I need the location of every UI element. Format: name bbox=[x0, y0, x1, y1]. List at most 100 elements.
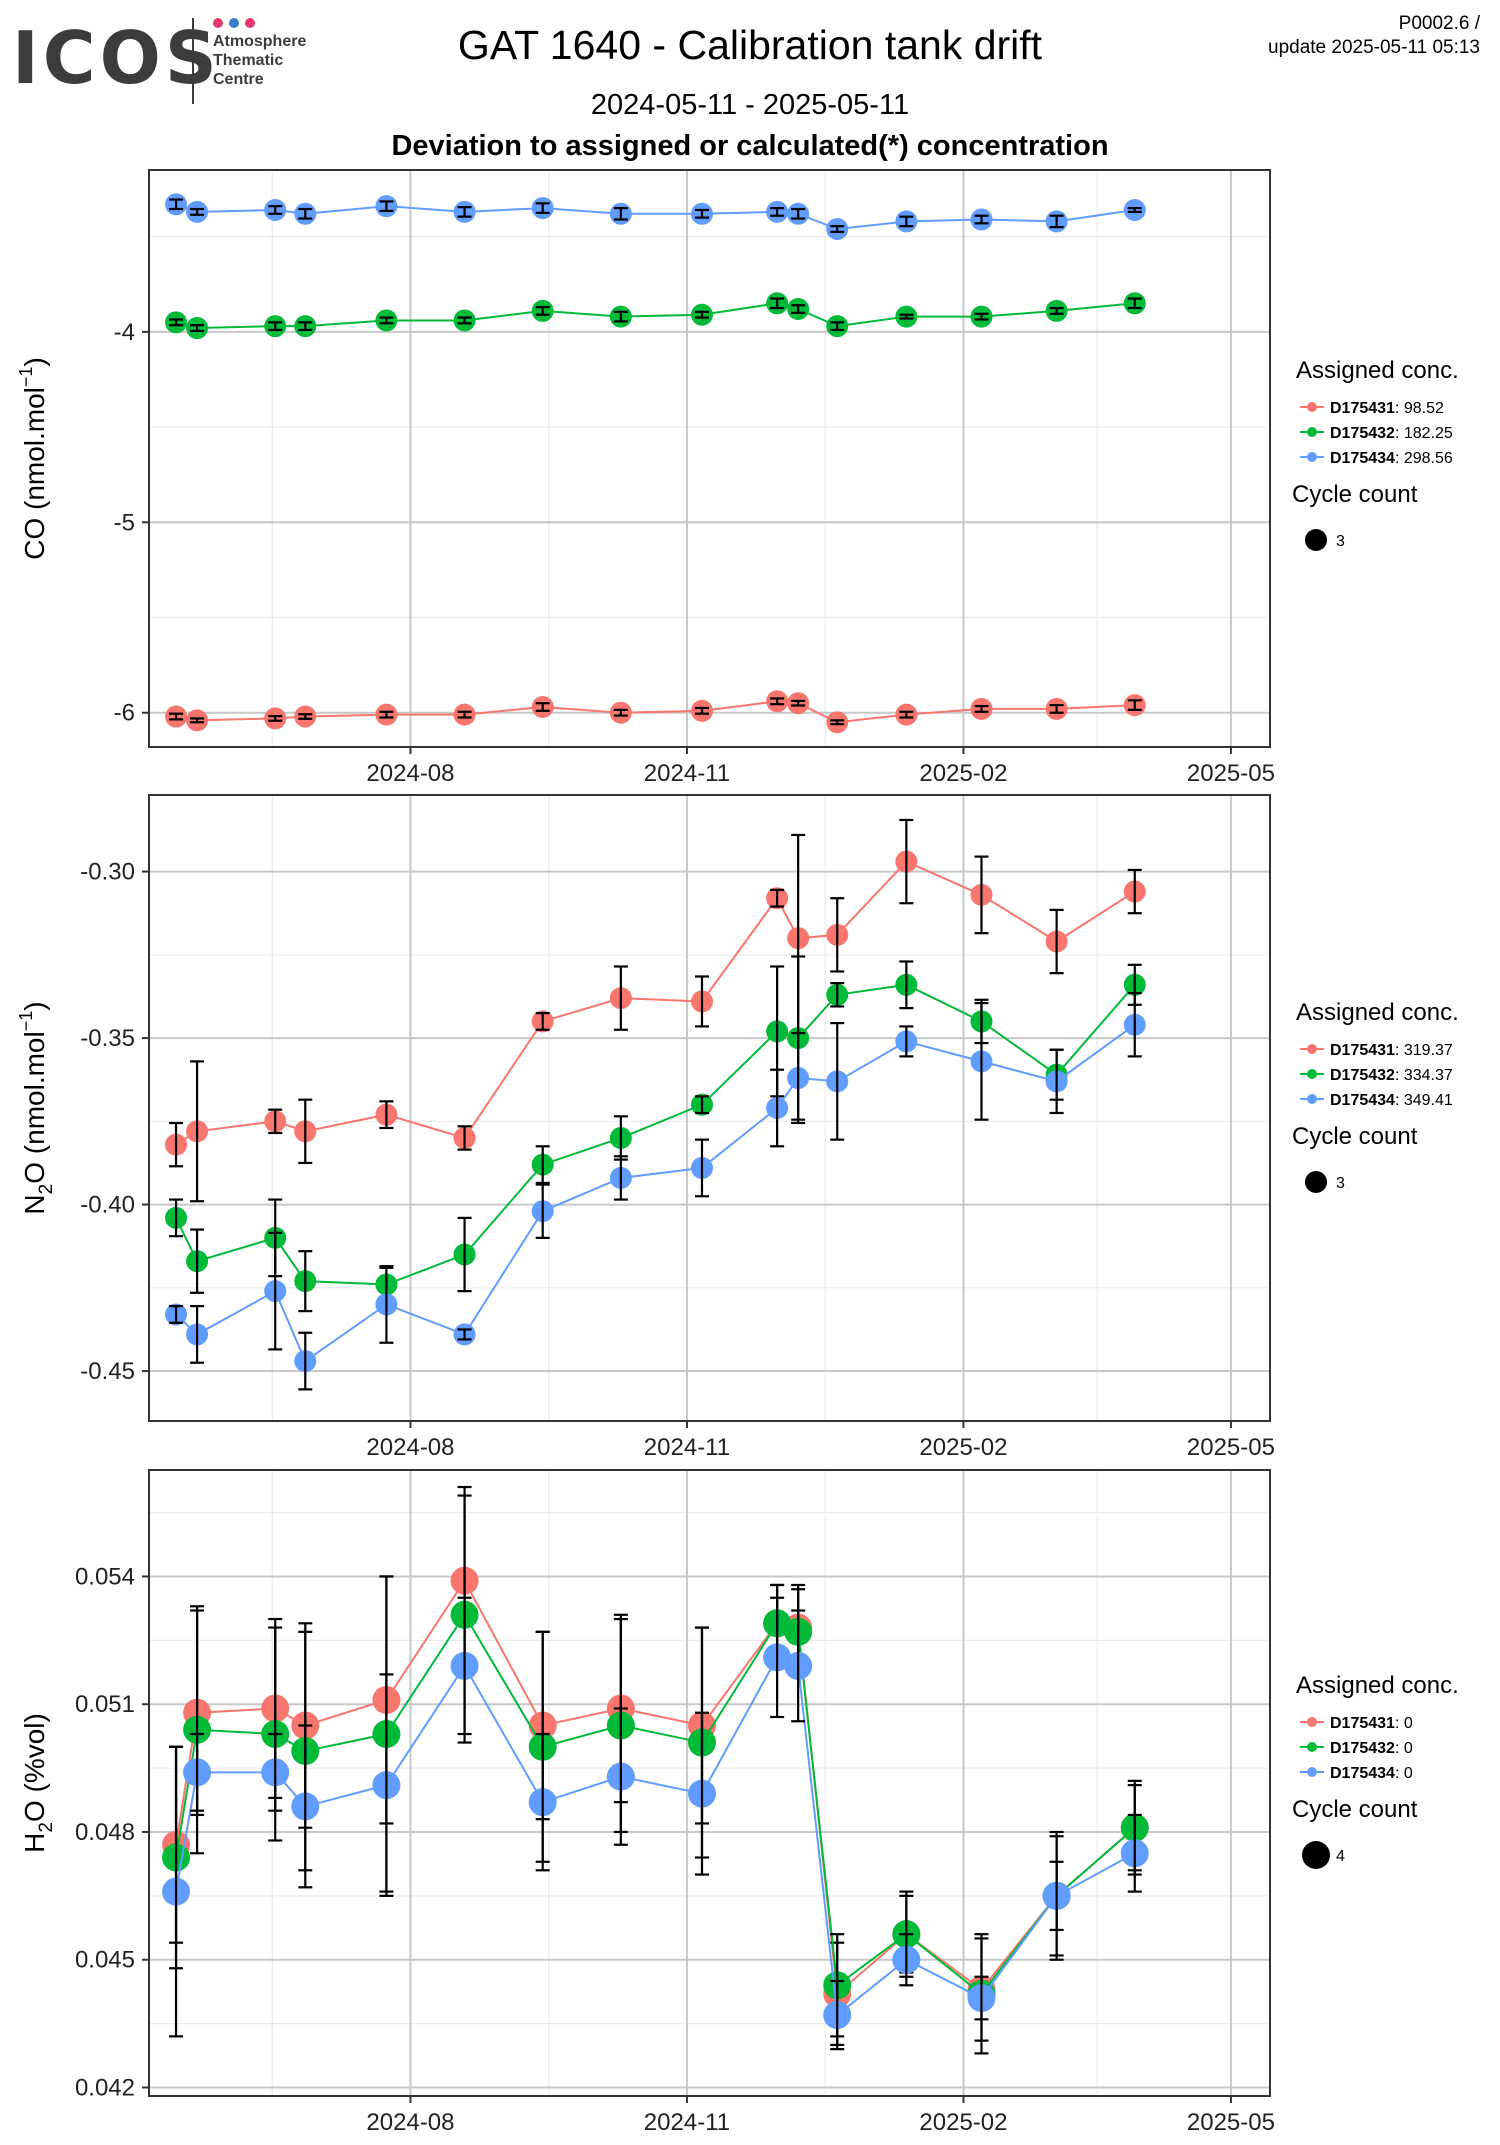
series-line bbox=[175, 860, 1136, 1146]
legend-title: Assigned conc. bbox=[1296, 357, 1459, 384]
legend-key-point bbox=[1307, 1742, 1317, 1752]
logo-text: Atmosphere Thematic Centre bbox=[213, 32, 306, 89]
series-line bbox=[175, 1612, 1136, 1996]
series-d175434 bbox=[162, 1596, 1149, 2051]
x-tick-label: 2024-08 bbox=[366, 2109, 454, 2136]
legend-key-point bbox=[1307, 452, 1317, 462]
y-tick-label: -0.30 bbox=[80, 859, 135, 886]
y-tick-label: -0.40 bbox=[80, 1192, 135, 1219]
legend-entry: D175431: 319.37 bbox=[1330, 1042, 1453, 1059]
series-d175431 bbox=[165, 690, 1146, 734]
cycle-count-value: 4 bbox=[1336, 1848, 1345, 1865]
report-code: P0002.6 / bbox=[1398, 13, 1480, 34]
legend-entry: D175431: 98.52 bbox=[1330, 400, 1444, 417]
legend-entry: D175434: 298.56 bbox=[1330, 450, 1453, 467]
x-tick-label: 2025-05 bbox=[1187, 1434, 1275, 1461]
legend: Assigned conc. D175431: 98.52 D175432: 182… bbox=[1292, 357, 1459, 551]
series-d175434 bbox=[165, 193, 1146, 241]
chart-panel-n2o: 2024-08 2024-11 2025-02 2025-05 -0.45 -0.40 -0… bbox=[16, 794, 1459, 1461]
series-line bbox=[175, 983, 1136, 1286]
cycle-count-key bbox=[1302, 1841, 1330, 1869]
panel-border bbox=[148, 1469, 1271, 2097]
legend-key-point bbox=[1307, 1094, 1317, 1104]
logo-dots bbox=[213, 18, 255, 30]
legend: Assigned conc. D175431: 319.37 D175432: 33… bbox=[1292, 999, 1459, 1193]
y-tick-label: 0.054 bbox=[75, 1563, 135, 1590]
x-tick-label: 2025-05 bbox=[1187, 2109, 1275, 2136]
series-line bbox=[175, 1656, 1136, 2018]
series-d175432 bbox=[165, 292, 1146, 340]
y-tick-label: 0.048 bbox=[75, 1819, 135, 1846]
x-tick-label: 2025-02 bbox=[919, 2109, 1007, 2136]
legend-entry: D175434: 0 bbox=[1330, 1765, 1413, 1782]
y-axis-label: CO (nmol.mol−1) bbox=[16, 357, 50, 560]
page-title: GAT 1640 - Calibration tank drift bbox=[457, 22, 1043, 68]
legend-entry: D175432: 182.25 bbox=[1330, 425, 1453, 442]
legend-key-point bbox=[1307, 427, 1317, 437]
y-tick-label: -5 bbox=[114, 509, 135, 536]
icos-logo: ICOS Atmosphere Thematic Centre bbox=[12, 18, 332, 108]
legend-key-point bbox=[1307, 402, 1317, 412]
y-tick-label: 0.045 bbox=[75, 1947, 135, 1974]
x-tick-label: 2025-02 bbox=[919, 1434, 1007, 1461]
cycle-count-value: 3 bbox=[1336, 1175, 1345, 1192]
series-line bbox=[175, 1023, 1136, 1363]
cycle-count-title: Cycle count bbox=[1292, 1796, 1418, 1823]
logo-divider bbox=[192, 18, 194, 104]
y-tick-label: 0.051 bbox=[75, 1691, 135, 1718]
legend-entry: D175432: 334.37 bbox=[1330, 1067, 1453, 1084]
x-tick-label: 2024-11 bbox=[644, 2109, 730, 2136]
legend-entry: D175432: 0 bbox=[1330, 1740, 1413, 1757]
x-tick-label: 2024-11 bbox=[644, 1434, 730, 1461]
logo-line-3: Centre bbox=[213, 71, 264, 88]
legend-key-point bbox=[1307, 1767, 1317, 1777]
x-tick-label: 2024-08 bbox=[366, 1434, 454, 1461]
cycle-count-title: Cycle count bbox=[1292, 481, 1418, 508]
legend-key-point bbox=[1307, 1717, 1317, 1727]
cycle-count-key bbox=[1305, 529, 1327, 551]
series-line bbox=[175, 700, 1135, 724]
logo-line-2: Thematic bbox=[213, 52, 284, 69]
series-d175432 bbox=[162, 1485, 1149, 2055]
x-tick-label: 2025-02 bbox=[919, 760, 1007, 787]
legend: Assigned conc. D175431: 0 D175432: 0 D17543… bbox=[1292, 1672, 1459, 1869]
y-tick-label: 0.042 bbox=[75, 2074, 135, 2101]
legend-title: Assigned conc. bbox=[1296, 1672, 1459, 1699]
series-line bbox=[175, 1578, 1136, 1996]
series-d175434 bbox=[165, 992, 1146, 1391]
y-tick-label: -4 bbox=[114, 319, 135, 346]
chart-panel-h2o: 2024-08 2024-11 2025-02 2025-05 0.042 0.045 0.… bbox=[19, 1469, 1459, 2136]
y-axis-label: N2O (nmol.mol−1) bbox=[16, 1001, 57, 1214]
legend-entry: D175434: 349.41 bbox=[1330, 1092, 1453, 1109]
legend-title: Assigned conc. bbox=[1296, 999, 1459, 1026]
x-tick-label: 2024-11 bbox=[644, 760, 730, 787]
x-tick-label: 2024-08 bbox=[366, 760, 454, 787]
panel-border bbox=[148, 794, 1271, 1422]
y-tick-label: -0.35 bbox=[80, 1025, 135, 1052]
chart-panel-co: 2024-08 2024-11 2025-02 2025-05 -6 -5 -4 CO (nm… bbox=[16, 169, 1459, 787]
logo-dot-2 bbox=[229, 18, 239, 28]
panel-border bbox=[148, 169, 1271, 748]
cycle-count-value: 3 bbox=[1336, 533, 1345, 550]
series-d175431 bbox=[165, 818, 1146, 1203]
logo-dot-3 bbox=[245, 18, 255, 28]
y-tick-label: -6 bbox=[114, 700, 135, 727]
update-timestamp: update 2025-05-11 05:13 bbox=[1268, 37, 1480, 58]
y-axis-label: H2O (%vol) bbox=[19, 1713, 57, 1853]
series-line bbox=[175, 203, 1135, 231]
logo-line-1: Atmosphere bbox=[213, 33, 307, 50]
logo-wordmark: ICOS bbox=[12, 16, 221, 100]
date-range: 2024-05-11 - 2025-05-11 bbox=[590, 89, 910, 121]
legend-key-point bbox=[1307, 1069, 1317, 1079]
report-meta: P0002.6 / update 2025-05-11 05:13 bbox=[1268, 12, 1480, 60]
logo-dot-1 bbox=[213, 18, 223, 28]
series-line bbox=[175, 302, 1135, 330]
legend-key-point bbox=[1307, 1044, 1317, 1054]
cycle-count-key bbox=[1305, 1171, 1327, 1193]
y-tick-label: -0.45 bbox=[80, 1358, 135, 1385]
cycle-count-title: Cycle count bbox=[1292, 1123, 1418, 1150]
chart-subtitle: Deviation to assigned or calculated(*) c… bbox=[391, 130, 1109, 162]
x-tick-label: 2025-05 bbox=[1187, 760, 1275, 787]
legend-entry: D175431: 0 bbox=[1330, 1715, 1413, 1732]
